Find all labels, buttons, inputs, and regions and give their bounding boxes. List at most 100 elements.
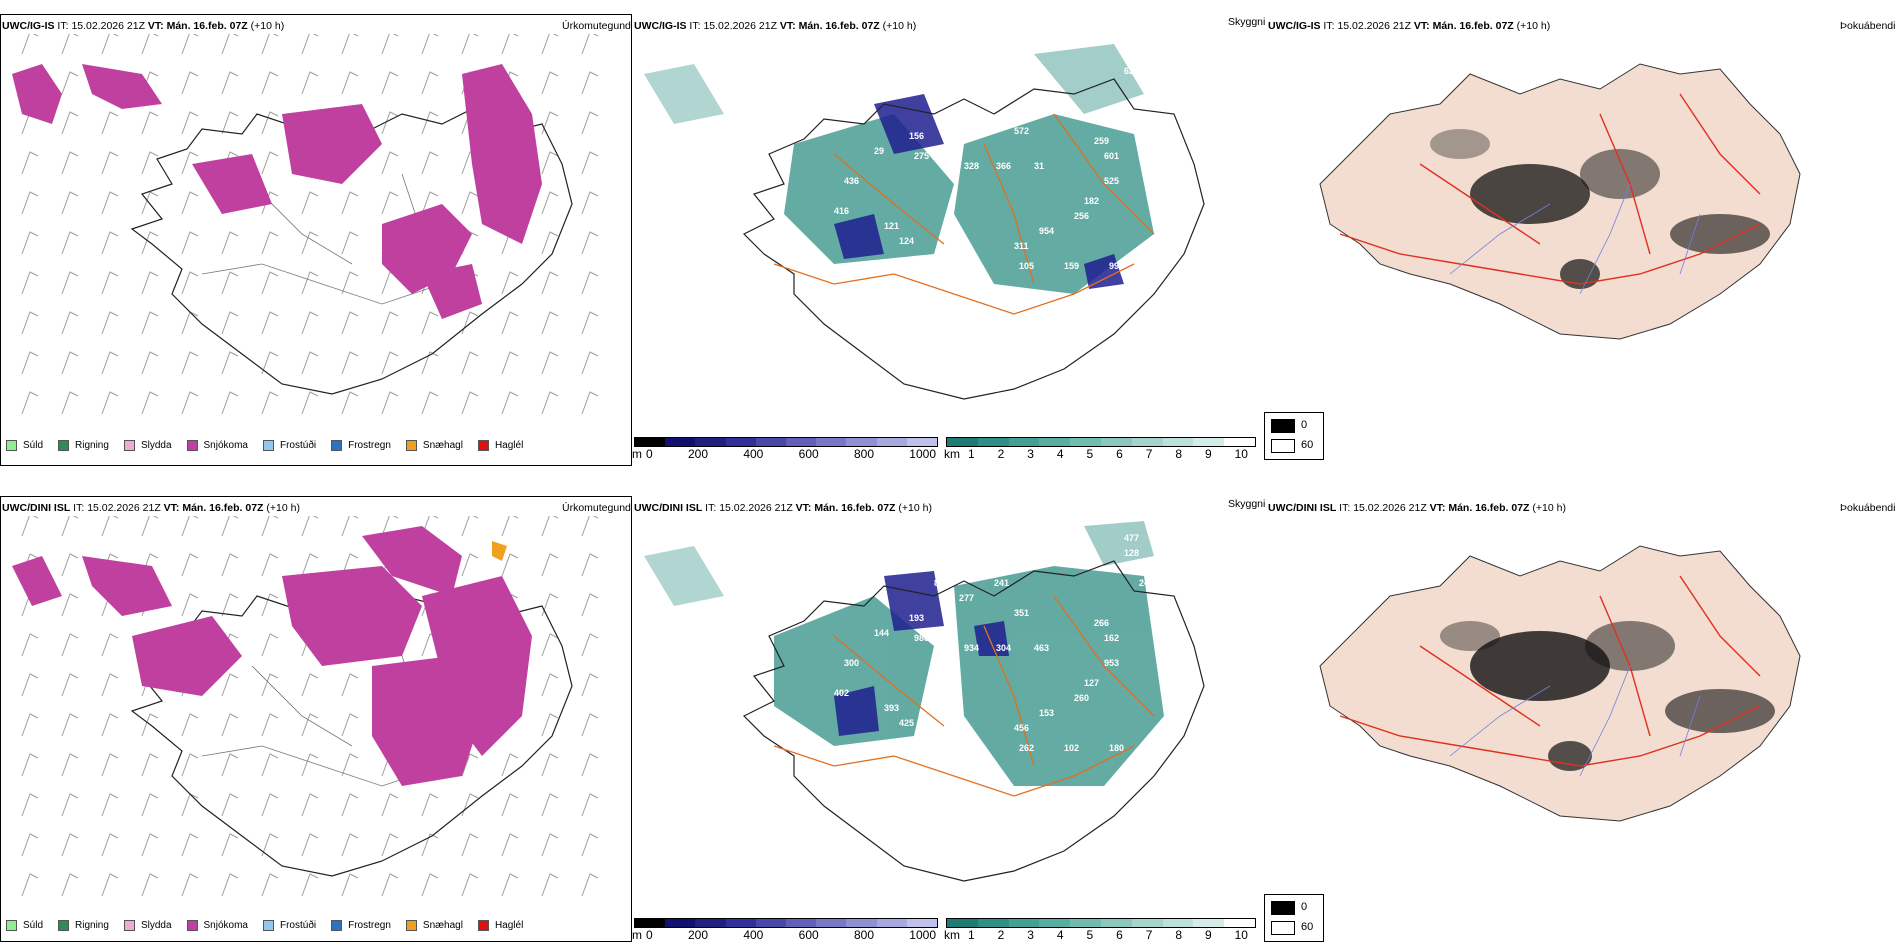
height-label: 128	[1124, 548, 1139, 558]
height-label: 256	[1074, 211, 1089, 221]
legend-item-slydda: Slydda	[123, 440, 172, 451]
vis-colorbar-row1: km 1 2 3 4 5 6 7 8 9 10	[944, 437, 1256, 465]
height-label: 946	[754, 96, 769, 106]
legend-item-snjokoma: Snjókoma	[186, 440, 248, 451]
height-label: 463	[1034, 643, 1049, 653]
vis-colorbar-row2: km 1 2 3 4 5 6 7 8 9 10	[944, 918, 1256, 946]
fog-title-row2: Þokuábendi	[1840, 502, 1896, 514]
height-label: 934	[964, 643, 979, 653]
height-colorbar-row1: m 0 200 400 600 800 1000	[632, 437, 938, 465]
fog-shading	[1440, 621, 1775, 771]
model-name: UWC/IG-IS	[2, 20, 55, 32]
height-label: 393	[884, 703, 899, 713]
snow-areas	[12, 64, 542, 319]
legend-item-snaehagl: Snæhagl	[405, 440, 463, 451]
height-label: 311	[1014, 241, 1029, 251]
height-label: 416	[834, 206, 849, 216]
height-label: 241	[994, 578, 1009, 588]
height-label: 436	[844, 176, 859, 186]
precip-title-row1: Úrkomutegund	[562, 20, 631, 32]
road-lines	[773, 595, 1155, 797]
height-label: 180	[1109, 743, 1124, 753]
legend-item-frostregn: Frostregn	[331, 440, 391, 451]
height-label: 895	[934, 578, 949, 588]
fog-shading	[1430, 129, 1770, 289]
height-label: 242	[1139, 578, 1154, 588]
height-label: 601	[1104, 151, 1119, 161]
height-label: 525	[1104, 176, 1119, 186]
height-label: 572	[1014, 126, 1029, 136]
vis-header-row2: UWC/DINI ISL IT: 15.02.2026 21Z VT: Mán.…	[634, 502, 932, 514]
precip-legend-row2: Súld Rigning Slydda Snjókoma Frostúði Fr…	[6, 920, 538, 931]
height-label: 262	[1019, 743, 1034, 753]
road-lines	[1339, 575, 1761, 767]
road-lines	[1339, 93, 1761, 285]
snow-areas	[12, 526, 532, 786]
height-label: 124	[899, 236, 914, 246]
fog-header-row2: UWC/DINI ISL IT: 15.02.2026 21Z VT: Mán.…	[1268, 502, 1566, 514]
height-label: 366	[996, 161, 1011, 171]
height-label: 425	[899, 718, 914, 728]
river-lines	[1449, 665, 1701, 777]
vis-map-row2: 968 895 277 241 193 986 351 934 304 463 266 162 953 1…	[644, 521, 1205, 882]
height-label: 558	[1139, 96, 1154, 106]
fog-title-row1: Þokuábendi	[1840, 20, 1896, 32]
height-label: 402	[834, 688, 849, 698]
height-label: 121	[884, 221, 899, 231]
river-lines	[1449, 183, 1701, 295]
vis-map-row1: 946 248 165 378 156 275 572 328 366 31 259 601 525 18…	[644, 44, 1205, 400]
vis-title-row1: Skyggni	[1228, 16, 1266, 28]
fog-colorbar-row2: 0 60	[1264, 894, 1324, 942]
height-label: 165	[959, 111, 974, 121]
height-label: 304	[996, 643, 1011, 653]
height-label: 153	[1039, 708, 1054, 718]
navy-areas	[834, 94, 1124, 289]
precip-legend-row1: Súld Rigning Slydda Snjókoma Frostúði Fr…	[6, 440, 538, 451]
precip-panel-row1	[0, 14, 632, 466]
height-label: 351	[1014, 608, 1029, 618]
height-label: 968	[754, 578, 769, 588]
precip-map-row1	[12, 34, 599, 415]
precip-header-row2: UWC/DINI ISL IT: 15.02.2026 21Z VT: Mán.…	[2, 502, 300, 514]
height-label: 259	[1094, 136, 1109, 146]
height-label: 266	[1094, 618, 1109, 628]
height-colorbar-row2: m 0 200 400 600 800 1000	[632, 918, 938, 946]
height-label: 328	[964, 161, 979, 171]
precip-header-row1: UWC/IG-IS IT: 15.02.2026 21Z VT: Mán. 16…	[2, 20, 285, 32]
height-label: 99	[1109, 261, 1119, 271]
height-label: 300	[844, 658, 859, 668]
height-label: 162	[1104, 633, 1119, 643]
legend-item-rigning: Rigning	[58, 440, 109, 451]
height-label: 127	[1084, 678, 1099, 688]
height-label: 31	[1034, 161, 1044, 171]
height-label: 144	[874, 628, 889, 638]
fog-map-row2	[1319, 545, 1801, 822]
precip-map-row2	[12, 516, 599, 897]
vis-header-row1: UWC/IG-IS IT: 15.02.2026 21Z VT: Mán. 16…	[634, 20, 917, 32]
navy-areas	[834, 571, 1009, 736]
height-label: 623	[1124, 66, 1139, 76]
height-label: 105	[1019, 261, 1034, 271]
iceland-outline	[742, 78, 1205, 400]
iceland-outline	[742, 560, 1205, 882]
height-label: 159	[1064, 261, 1079, 271]
height-label: 378	[994, 96, 1009, 106]
height-label: 182	[1084, 196, 1099, 206]
legend-item-frostudi: Frostúði	[262, 440, 316, 451]
height-label: 248	[934, 96, 949, 106]
height-label: 277	[959, 593, 974, 603]
precip-panel-row2	[0, 496, 632, 942]
height-label: 260	[1074, 693, 1089, 703]
height-label: 986	[914, 633, 929, 643]
height-label: 456	[1014, 723, 1029, 733]
fog-header-row1: UWC/IG-IS IT: 15.02.2026 21Z VT: Mán. 16…	[1268, 20, 1551, 32]
road-lines	[773, 113, 1155, 315]
height-label: 275	[914, 151, 929, 161]
legend-item-hagl: Haglél	[477, 440, 523, 451]
vis-title-row2: Skyggni	[1228, 498, 1266, 510]
height-label: 29	[874, 146, 884, 156]
height-label: 156	[909, 131, 924, 141]
height-label: 193	[909, 613, 924, 623]
legend-item-sild: Súld	[6, 440, 43, 451]
height-label: 102	[1064, 743, 1079, 753]
